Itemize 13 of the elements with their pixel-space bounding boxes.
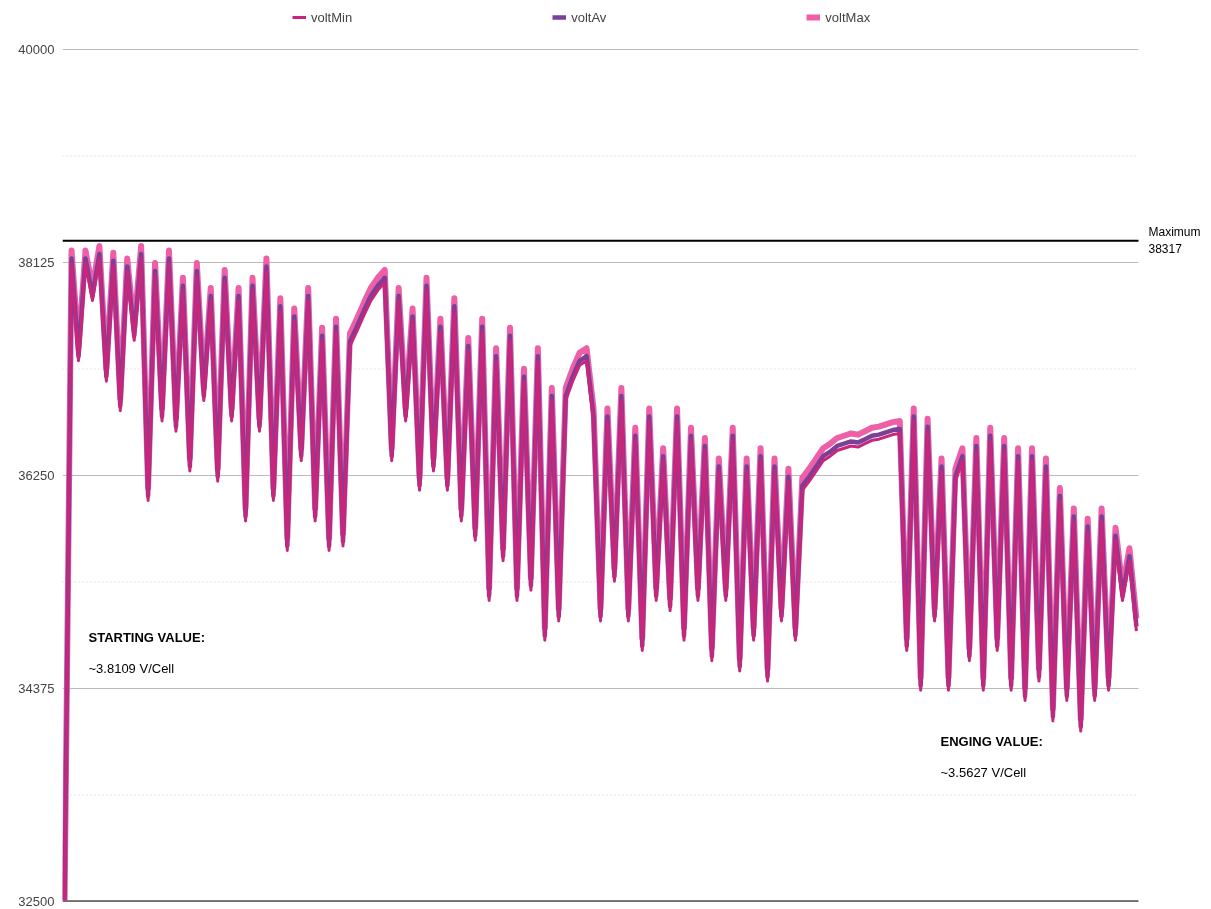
ref-line-label: Maximum 38317 [1148, 225, 1201, 257]
legend-label: voltMin [311, 9, 353, 25]
annotation: ~3.8109 V/Cell [88, 661, 175, 676]
y-tick-label: 34375 [18, 681, 55, 696]
annotation: ~3.5627 V/Cell [940, 765, 1027, 780]
y-tick-label: 36250 [18, 468, 55, 483]
annotation: ENGING VALUE: [940, 734, 1043, 749]
annotation: STARTING VALUE: [88, 630, 206, 645]
y-tick-label: 32500 [18, 894, 55, 909]
legend-label: voltMax [825, 9, 871, 25]
y-tick-label: 40000 [18, 42, 55, 57]
legend-label: voltAv [571, 9, 607, 25]
y-tick-label: 38125 [18, 255, 55, 270]
